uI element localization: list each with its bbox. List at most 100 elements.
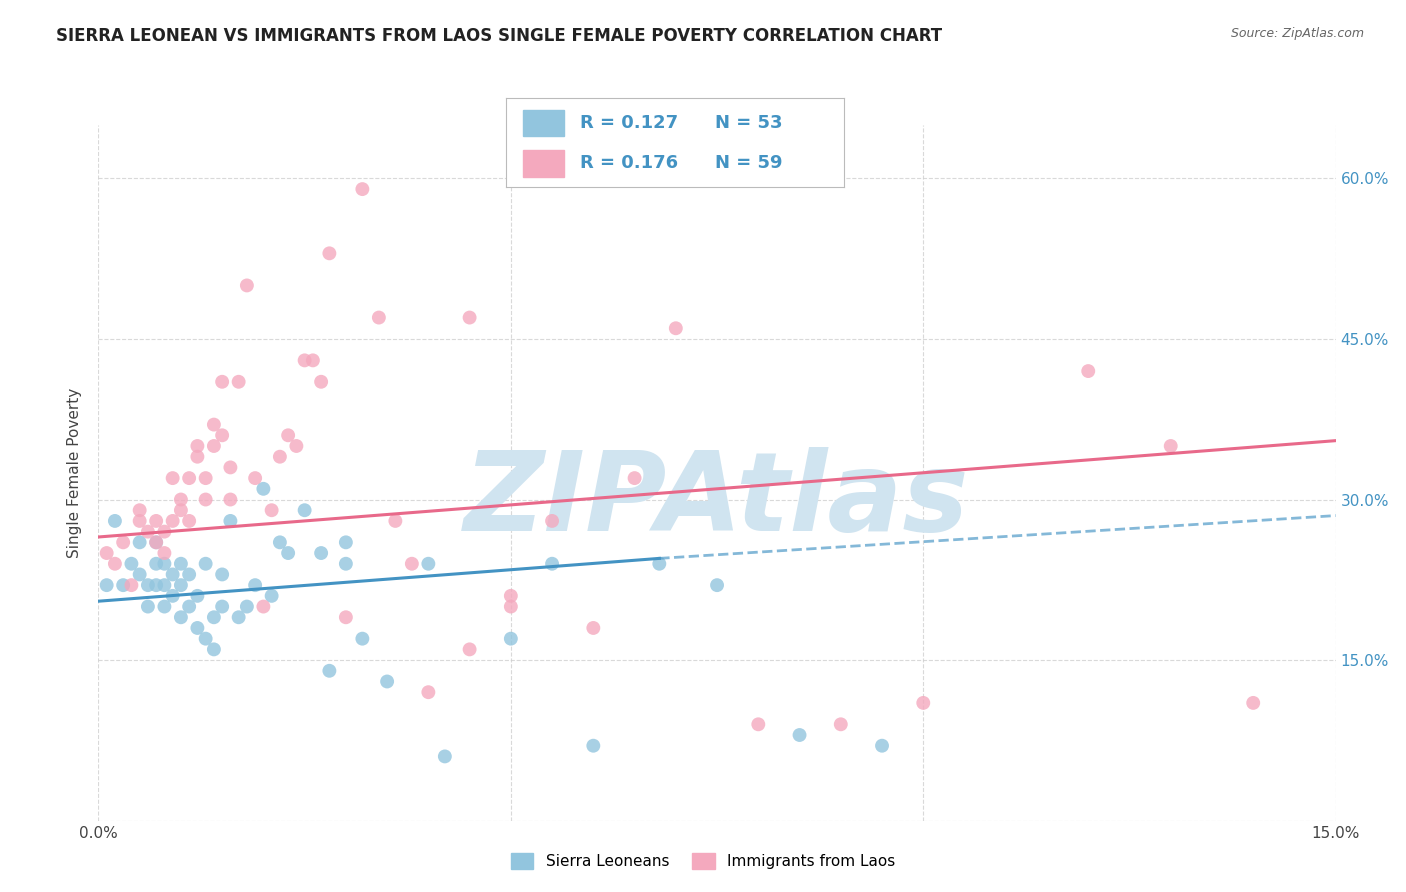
Point <box>112 535 135 549</box>
Point <box>194 492 217 507</box>
Point <box>236 278 259 293</box>
Point <box>252 482 274 496</box>
Point <box>277 546 299 560</box>
Point <box>789 728 811 742</box>
Text: SIERRA LEONEAN VS IMMIGRANTS FROM LAOS SINGLE FEMALE POVERTY CORRELATION CHART: SIERRA LEONEAN VS IMMIGRANTS FROM LAOS S… <box>56 27 942 45</box>
Point <box>211 567 233 582</box>
Text: ZIPAtlas: ZIPAtlas <box>464 447 970 554</box>
Point <box>153 524 176 539</box>
Point <box>96 546 118 560</box>
Point <box>747 717 769 731</box>
Point <box>186 439 208 453</box>
Point <box>128 514 150 528</box>
Legend: Sierra Leoneans, Immigrants from Laos: Sierra Leoneans, Immigrants from Laos <box>505 847 901 875</box>
Point <box>120 557 142 571</box>
Point <box>335 610 357 624</box>
Point <box>179 514 201 528</box>
Point <box>153 557 176 571</box>
Point <box>179 599 201 614</box>
Point <box>870 739 893 753</box>
Point <box>194 632 217 646</box>
Point <box>541 514 564 528</box>
Point <box>162 514 184 528</box>
Point <box>186 621 208 635</box>
Point <box>541 557 564 571</box>
Point <box>243 471 266 485</box>
Text: N = 59: N = 59 <box>716 154 783 172</box>
Point <box>582 739 605 753</box>
Point <box>128 503 150 517</box>
Point <box>136 599 159 614</box>
Point <box>136 524 159 539</box>
Point <box>145 578 167 592</box>
Point <box>153 599 176 614</box>
Point <box>418 557 440 571</box>
Point <box>375 674 398 689</box>
Point <box>1241 696 1264 710</box>
Point <box>236 599 259 614</box>
Point <box>294 503 316 517</box>
Point <box>179 471 201 485</box>
Y-axis label: Single Female Poverty: Single Female Poverty <box>67 388 83 558</box>
Point <box>318 664 340 678</box>
Point <box>228 375 250 389</box>
Point <box>128 567 150 582</box>
Point <box>582 621 605 635</box>
Point <box>162 589 184 603</box>
Point <box>96 578 118 592</box>
Point <box>418 685 440 699</box>
Point <box>243 578 266 592</box>
Point <box>367 310 389 325</box>
Point <box>194 557 217 571</box>
Point <box>384 514 406 528</box>
Point <box>830 717 852 731</box>
Bar <box>523 110 564 136</box>
Point <box>269 535 291 549</box>
Point <box>269 450 291 464</box>
Point <box>335 535 357 549</box>
Point <box>302 353 325 368</box>
Point <box>285 439 308 453</box>
Point <box>335 557 357 571</box>
Point <box>170 492 193 507</box>
Point <box>912 696 935 710</box>
Point <box>186 450 208 464</box>
Point <box>352 182 374 196</box>
Point <box>228 610 250 624</box>
Point <box>145 557 167 571</box>
Point <box>458 642 481 657</box>
Point <box>202 417 225 432</box>
Point <box>706 578 728 592</box>
Point <box>665 321 688 335</box>
Point <box>145 535 167 549</box>
Point <box>318 246 340 260</box>
Point <box>170 503 193 517</box>
Point <box>458 310 481 325</box>
Point <box>128 535 150 549</box>
Point <box>294 353 316 368</box>
Point <box>211 375 233 389</box>
Point <box>162 471 184 485</box>
Point <box>136 578 159 592</box>
Point <box>202 439 225 453</box>
Point <box>219 514 242 528</box>
Text: R = 0.127: R = 0.127 <box>581 114 679 132</box>
Point <box>219 460 242 475</box>
Point <box>104 557 127 571</box>
Point <box>170 610 193 624</box>
Point <box>153 578 176 592</box>
Text: N = 53: N = 53 <box>716 114 783 132</box>
Point <box>186 589 208 603</box>
Point <box>120 578 142 592</box>
Point <box>499 599 522 614</box>
Point <box>194 471 217 485</box>
Point <box>252 599 274 614</box>
Point <box>170 557 193 571</box>
Text: R = 0.176: R = 0.176 <box>581 154 679 172</box>
Point <box>170 578 193 592</box>
Point <box>260 589 283 603</box>
Point <box>179 567 201 582</box>
Point <box>153 546 176 560</box>
Point <box>112 578 135 592</box>
Point <box>219 492 242 507</box>
